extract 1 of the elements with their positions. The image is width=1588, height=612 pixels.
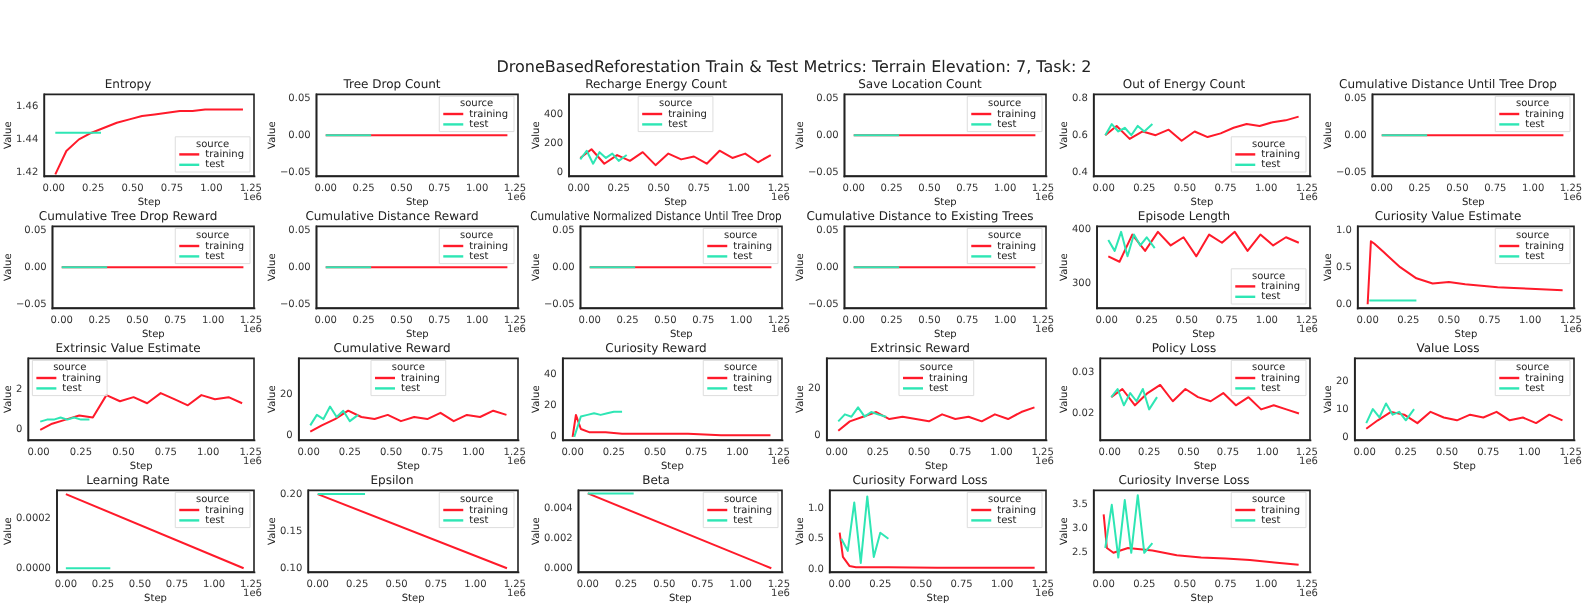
text: DroneBasedReforestation Train & Test Metrics: Terrain Elevation: 7, Task: 2 [494,58,1094,76]
